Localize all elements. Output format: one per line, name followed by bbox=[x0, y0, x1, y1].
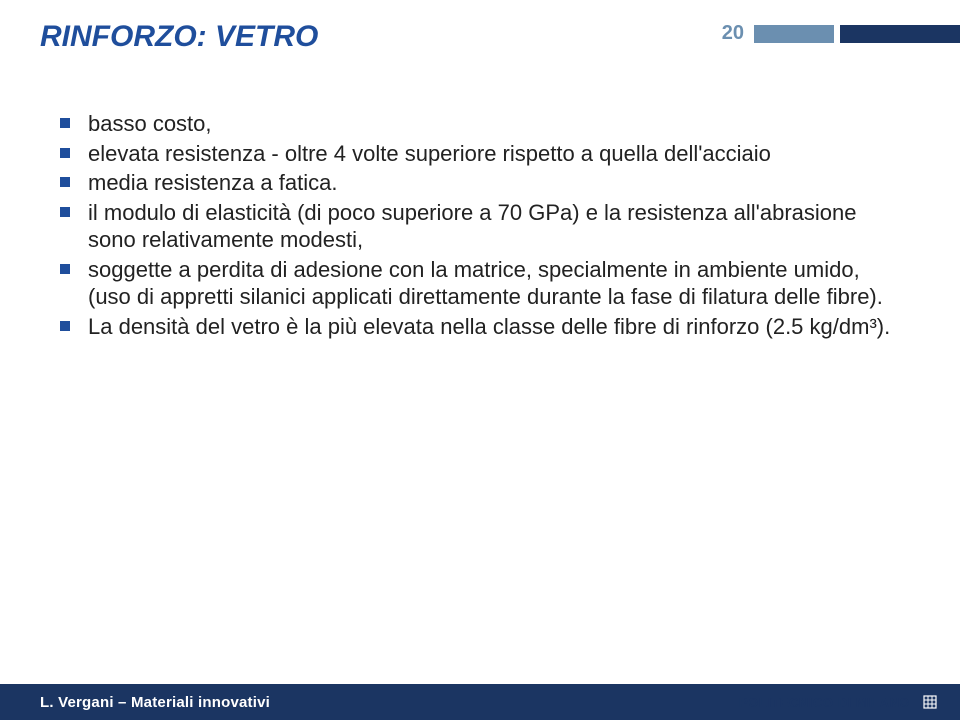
header-stripes: 20 bbox=[722, 22, 960, 45]
footer-bar: L. Vergani – Materiali innovativi POLITE… bbox=[0, 684, 960, 720]
footer-logo-icon bbox=[918, 690, 942, 714]
list-item: soggette a perdita di adesione con la ma… bbox=[60, 256, 900, 311]
list-item: media resistenza a fatica. bbox=[60, 169, 900, 197]
bullet-marker-icon bbox=[60, 118, 70, 128]
bullet-marker-icon bbox=[60, 207, 70, 217]
bullet-list: basso costo,elevata resistenza - oltre 4… bbox=[60, 110, 900, 342]
bullet-text: soggette a perdita di adesione con la ma… bbox=[88, 256, 900, 311]
bullet-text: basso costo, bbox=[88, 110, 212, 138]
footer-logo: POLITECNICO DI MILANO bbox=[739, 690, 942, 714]
bullet-text: La densità del vetro è la più elevata ne… bbox=[88, 313, 890, 341]
bullet-text: elevata resistenza - oltre 4 volte super… bbox=[88, 140, 771, 168]
bullet-text: media resistenza a fatica. bbox=[88, 169, 337, 197]
slide-title: RINFORZO: VETRO bbox=[40, 20, 318, 54]
footer-author-text: L. Vergani – Materiali innovativi bbox=[40, 694, 270, 711]
list-item: il modulo di elasticità (di poco superio… bbox=[60, 199, 900, 254]
bullet-marker-icon bbox=[60, 148, 70, 158]
page-number: 20 bbox=[722, 22, 744, 45]
bullet-marker-icon bbox=[60, 177, 70, 187]
bullet-marker-icon bbox=[60, 264, 70, 274]
footer-logo-text: POLITECNICO DI MILANO bbox=[739, 695, 910, 710]
list-item: La densità del vetro è la più elevata ne… bbox=[60, 313, 900, 341]
list-item: basso costo, bbox=[60, 110, 900, 138]
bullet-text: il modulo di elasticità (di poco superio… bbox=[88, 199, 900, 254]
list-item: elevata resistenza - oltre 4 volte super… bbox=[60, 140, 900, 168]
bullet-marker-icon bbox=[60, 321, 70, 331]
header-stripe-light bbox=[754, 25, 834, 43]
header-stripe-dark bbox=[840, 25, 960, 43]
